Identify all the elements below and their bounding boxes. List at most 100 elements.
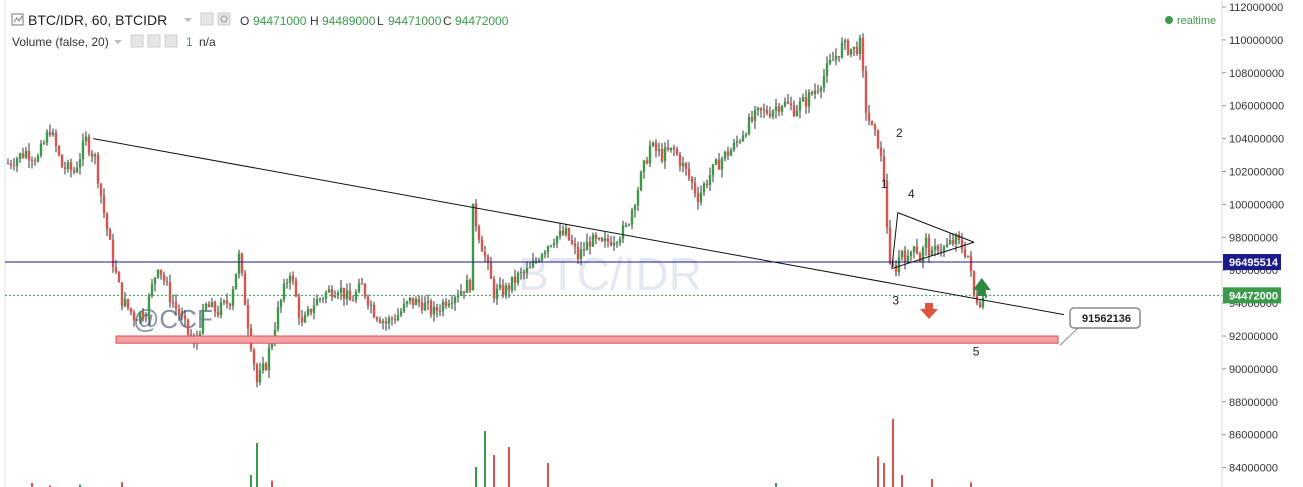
candle-body [135, 320, 139, 322]
candle-body [555, 236, 559, 244]
volume-bar [49, 485, 51, 487]
volume-bar [892, 419, 894, 487]
volume-bar [250, 475, 252, 487]
callout-box[interactable] [1069, 307, 1141, 329]
symbol-title[interactable]: BTC/IDR, 60, BTCIDR [28, 12, 167, 28]
candle-body [495, 288, 499, 299]
candle-body [645, 160, 649, 164]
candle-body [660, 149, 664, 162]
candle-body [447, 303, 451, 306]
candle-body [75, 167, 79, 173]
triangle-pattern-lower[interactable] [891, 241, 975, 270]
candle-body [978, 302, 982, 307]
candle-body [177, 308, 181, 316]
candle-body [297, 296, 301, 318]
candle-body [579, 249, 583, 260]
candle-body [675, 148, 679, 155]
candle-body [630, 210, 634, 225]
candle-body [102, 195, 106, 214]
candle-body [858, 37, 862, 55]
candle-body [168, 282, 172, 303]
candle-body [564, 227, 568, 235]
gear-icon [220, 15, 228, 23]
candle-body [336, 292, 340, 296]
candle-body [597, 238, 601, 240]
candle-body [48, 132, 52, 135]
price-axis[interactable]: 112000000 110000000 108000000 106000000 1040… [1222, 2, 1284, 475]
candle-body [294, 280, 298, 297]
candle-body [39, 143, 43, 156]
candle-body [936, 246, 940, 251]
candle-body [435, 306, 439, 311]
candle-body [537, 260, 541, 262]
candle-body [513, 276, 517, 283]
volume-bar [271, 480, 273, 487]
candle-body [516, 272, 520, 283]
legend-chart-icon[interactable] [11, 13, 24, 26]
candle-body [21, 153, 25, 158]
volume-eye-icon[interactable] [130, 34, 144, 48]
candle-body [99, 183, 103, 196]
volume-dropdown-chevron-down-icon[interactable] [114, 40, 122, 44]
candle-body [831, 59, 835, 61]
candle-body [63, 167, 67, 170]
candle-body [333, 295, 337, 298]
candle-body [501, 284, 505, 296]
candle-body [258, 370, 262, 383]
candle-body [720, 158, 724, 170]
candle-body [588, 241, 592, 247]
candle-body [342, 287, 346, 299]
support-zone-rectangle[interactable] [115, 335, 1059, 344]
candle-body [750, 116, 754, 121]
candle-body [825, 63, 829, 76]
volume-settings-gear-icon[interactable] [147, 34, 161, 48]
candle-body [600, 238, 604, 242]
candle-body [708, 175, 712, 185]
candle-body [627, 224, 631, 226]
candle-body [240, 253, 244, 274]
candle-body [837, 56, 841, 58]
candle-body [405, 301, 409, 304]
legend-eye-icon[interactable] [200, 12, 214, 26]
candle-body [264, 363, 268, 371]
candle-body [576, 247, 580, 260]
candle-body [909, 251, 913, 256]
candle-body [492, 278, 496, 299]
volume-bar [775, 483, 777, 487]
callout-pointer [1059, 327, 1079, 346]
volume-close-icon[interactable] [164, 34, 178, 48]
candle-body [327, 289, 331, 293]
trend-line[interactable] [93, 138, 1065, 316]
legend-settings-gear-icon[interactable] [217, 12, 231, 26]
buy-arrow-up-icon[interactable] [972, 277, 991, 296]
candle-body [774, 106, 778, 111]
sell-arrow-down-icon[interactable] [920, 302, 938, 319]
candle-body [126, 299, 130, 309]
candle-body [621, 225, 625, 239]
candle-body [354, 292, 358, 301]
candle-body [207, 303, 211, 308]
candle-body [315, 298, 319, 306]
candle-body [450, 303, 454, 305]
candle-body [141, 311, 145, 319]
candle-body [585, 241, 589, 251]
candle-body [390, 318, 394, 320]
volume-title[interactable]: Volume (false, 20) [12, 35, 109, 49]
candle-body [534, 260, 538, 262]
candle-body [525, 268, 529, 273]
close-label: C [443, 14, 452, 28]
symbol-dropdown-chevron-down-icon[interactable] [184, 18, 192, 22]
realtime-label: realtime [1177, 15, 1216, 27]
candle-body [42, 142, 46, 144]
candle-body [57, 146, 61, 155]
triangle-pattern-upper[interactable] [897, 212, 975, 243]
candle-body [204, 303, 208, 310]
candle-body [360, 283, 364, 285]
candle-body [90, 153, 94, 157]
volume-extra: n/a [199, 35, 216, 49]
candle-body [666, 147, 670, 150]
candle-body [282, 283, 286, 300]
candle-body [543, 252, 547, 255]
triangle-pattern-left-edge[interactable] [891, 212, 899, 269]
